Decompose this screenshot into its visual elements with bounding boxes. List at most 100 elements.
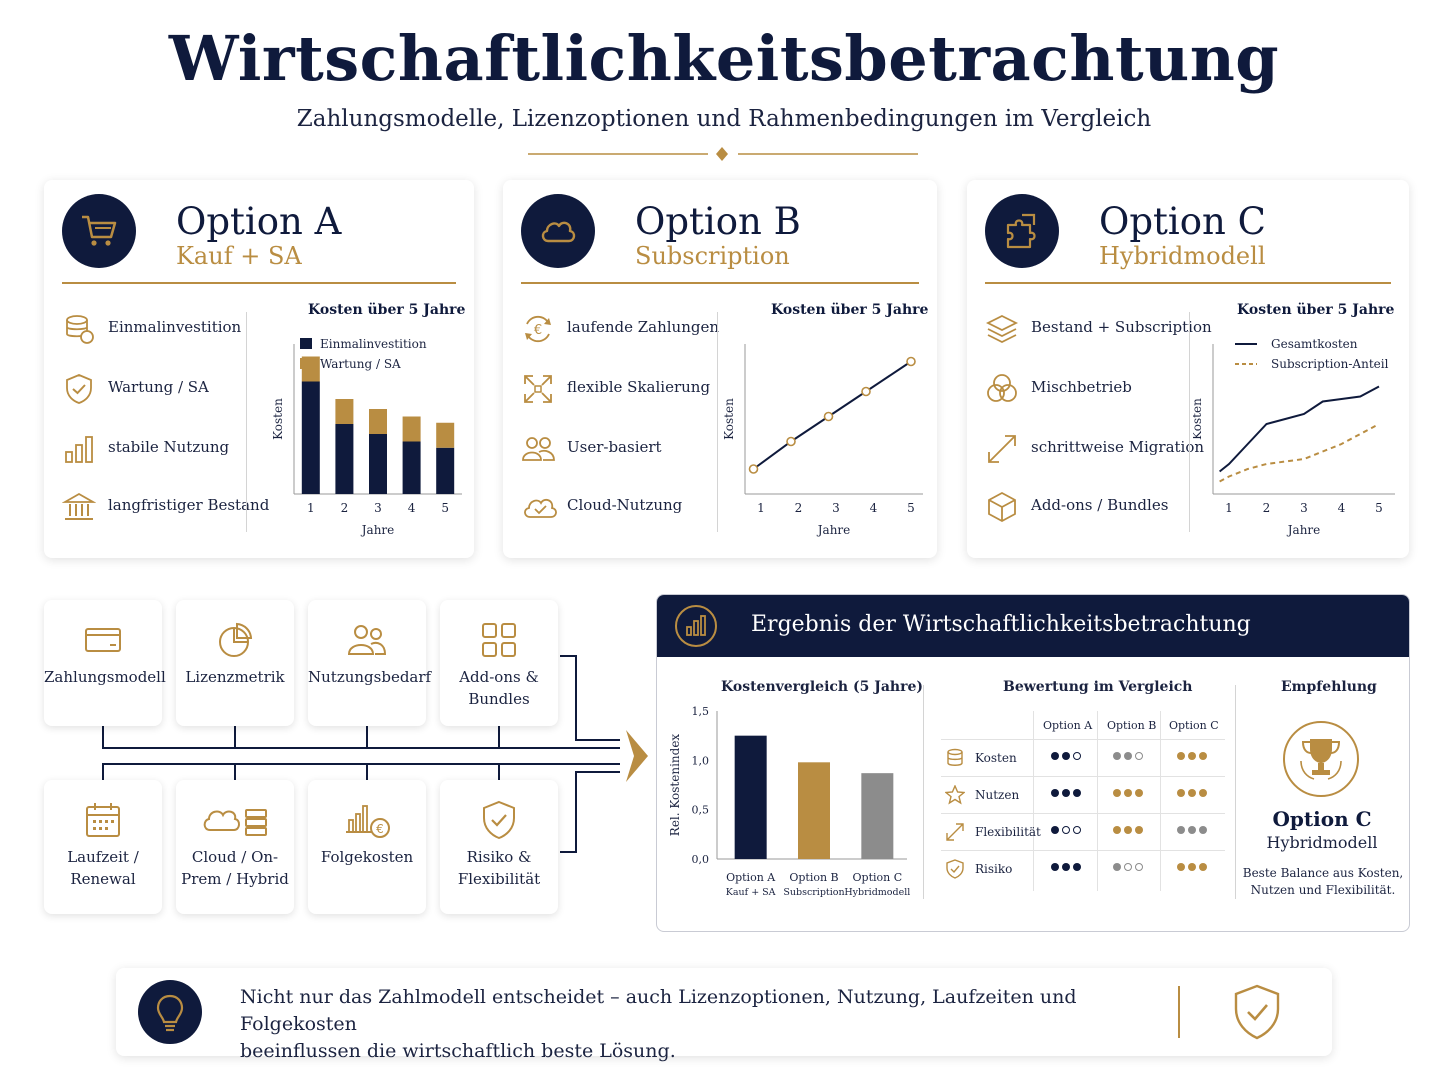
rating-dot-filled [1113, 752, 1121, 760]
footer-text: Nicht nur das Zahlmodell entscheidet – a… [240, 984, 1140, 1065]
chart-option-a: Jahre Kosten 1 2 3 4 5 Einmalinvestition Wartung… [271, 337, 462, 537]
option-a-title: Option A [176, 200, 342, 243]
rating-dot-group [1113, 789, 1146, 797]
factor-label: Cloud / On-Prem / Hybrid [181, 848, 289, 888]
recommendation-note: Beste Balance aus Kosten, Nutzen und Fle… [1241, 865, 1405, 899]
page-subtitle: Zahlungsmodelle, Lizenzoptionen und Rahm… [296, 106, 1152, 132]
factor-label: Add-ons & Bundles [459, 668, 539, 708]
rating-dot-filled [1188, 752, 1196, 760]
legend-swatch [300, 338, 312, 349]
series-line [1219, 385, 1380, 473]
bar [861, 773, 894, 859]
rating-dot-filled [1073, 789, 1081, 797]
x-axis-label: Jahre [360, 523, 395, 537]
feature-item: flexible Skalierung [521, 368, 711, 408]
data-point [748, 464, 759, 474]
cloud-check-icon [524, 498, 557, 518]
coins-stack-icon [947, 748, 963, 766]
rating-col-c: Option C [1169, 719, 1219, 732]
rating-dot-filled [1199, 752, 1207, 760]
feature-item: langfristiger Bestand [62, 486, 269, 526]
rating-dot-group [1051, 789, 1084, 797]
feature-label: langfristiger Bestand [108, 496, 270, 514]
footer-divider [1178, 986, 1180, 1038]
x-tick-label: 2 [795, 501, 803, 515]
rating-dot-group [1177, 863, 1210, 871]
rating-dot-filled [1124, 826, 1132, 834]
rating-title: Bewertung im Vergleich [1003, 679, 1193, 695]
rating-row: Risiko [941, 850, 1225, 887]
rating-dot-filled [1135, 826, 1143, 834]
chart-option-b: Jahre Kosten 1 2 3 4 5 [722, 344, 923, 537]
rating-dot-filled [1177, 826, 1185, 834]
data-point [786, 436, 796, 447]
factor-tile: Add-ons & Bundles [440, 600, 558, 726]
rating-dot-empty [1073, 826, 1081, 834]
y-tick-label: 0,0 [692, 853, 710, 866]
section-divider [1235, 685, 1236, 899]
rating-row: Kosten [941, 739, 1225, 776]
feature-label: stabile Nutzung [108, 438, 230, 456]
option-b-badge [521, 194, 595, 268]
feature-item: Bestand + Subscription [985, 308, 1212, 348]
feature-item: € laufende Zahlungen [521, 308, 719, 348]
rating-dot-empty [1124, 863, 1132, 871]
layers-icon [985, 314, 1019, 344]
shopping-cart-icon [82, 215, 117, 246]
option-a-rule [62, 282, 456, 284]
ornament-divider [528, 147, 918, 161]
legend-label: Einmalinvestition [320, 337, 427, 351]
rating-dot-filled [1188, 789, 1196, 797]
data-point [861, 386, 871, 397]
chart-cost-comparison: 0,0 0,5 1,0 1,5 Rel. Kostenindex Option A Kauf… [668, 705, 910, 898]
x-tick-label: 5 [1375, 501, 1383, 515]
rating-dot-group [1051, 752, 1084, 760]
bar-segment [335, 424, 354, 494]
x-tick-label: 3 [374, 501, 382, 515]
feature-item: stabile Nutzung [62, 428, 252, 468]
x-tick-sublabel: Subscription [783, 887, 844, 898]
rating-dot-group [1113, 752, 1146, 760]
feature-item: Mischbetrieb [985, 368, 1175, 408]
y-axis-label: Kosten [1193, 398, 1204, 440]
rating-dot-filled [1062, 789, 1070, 797]
feature-item: Add-ons / Bundles [985, 486, 1175, 526]
legend-label: Gesamtkosten [1271, 337, 1358, 351]
bar-segment [369, 409, 387, 434]
option-card-c: Option C Hybridmodell Bestand + Subscrip… [967, 180, 1409, 558]
y-tick-label: 1,0 [692, 754, 710, 767]
section-divider [923, 685, 924, 899]
feature-item: User-basiert [521, 428, 711, 468]
factor-tile: Lizenzmetrik [176, 600, 294, 726]
feature-label: laufende Zahlungen [567, 318, 720, 336]
rating-dot-group [1177, 752, 1210, 760]
footer-line: Nicht nur das Zahlmodell entscheidet – a… [240, 986, 1077, 1035]
grid-line [1097, 711, 1098, 891]
factor-label: Risiko & Flexibilität [457, 848, 541, 888]
legend-label: Wartung / SA [320, 357, 401, 371]
factor-label: Lizenzmetrik [185, 668, 285, 686]
x-tick-label: 3 [832, 501, 840, 515]
feature-label: Einmalinvestition [108, 318, 242, 336]
option-b-subtitle: Subscription [635, 242, 790, 270]
users-icon [347, 625, 387, 655]
x-tick-label: 1 [307, 501, 315, 515]
option-card-a: Option A Kauf + SA Einmalinvestition War… [44, 180, 474, 558]
rating-dot-filled [1113, 789, 1121, 797]
rating-dot-filled [1124, 752, 1132, 760]
bar-segment [436, 422, 455, 448]
bar-segment [436, 447, 455, 494]
y-axis-label: Kosten [722, 398, 736, 440]
x-tick-label: 3 [1300, 501, 1308, 515]
rating-dot-empty [1135, 752, 1143, 760]
recommendation-note-line: Beste Balance aus Kosten, [1242, 866, 1404, 880]
shield-check-icon [483, 800, 515, 840]
data-point [823, 411, 834, 422]
rating-dot-filled [1199, 789, 1207, 797]
x-tick-label: Option C [853, 871, 903, 884]
rating-dot-filled [1188, 863, 1196, 871]
chart-option-c: Jahre Kosten 1 2 3 4 5 Gesamtkosten Subscription… [1193, 337, 1395, 537]
feature-label: schrittweise Migration [1031, 438, 1205, 456]
svg-text:€: € [534, 323, 542, 338]
